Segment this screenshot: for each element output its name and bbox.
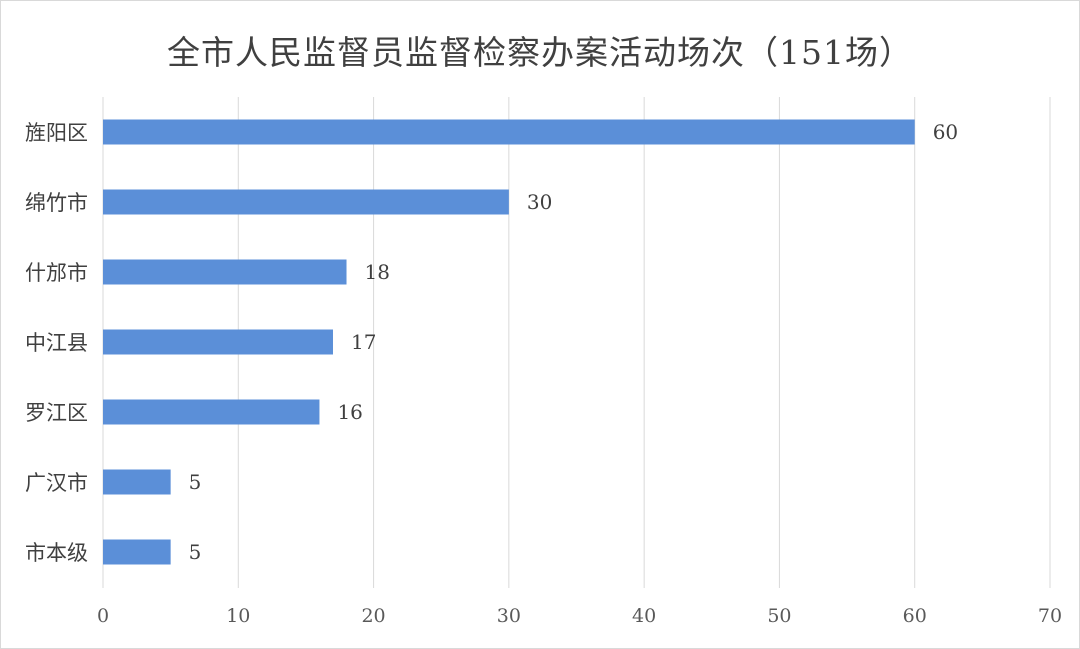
data-label: 60 bbox=[933, 120, 958, 144]
x-tick-label: 70 bbox=[1038, 605, 1062, 627]
bar-4 bbox=[103, 399, 320, 425]
x-tick-label: 30 bbox=[497, 605, 521, 627]
data-label: 17 bbox=[351, 330, 376, 354]
category-label: 什邡市 bbox=[25, 261, 88, 285]
x-tick-label: 0 bbox=[97, 605, 109, 627]
x-tick-label: 60 bbox=[903, 605, 927, 627]
category-label: 中江县 bbox=[25, 331, 88, 355]
x-tick-labels: 0 10 20 30 40 50 60 70 bbox=[97, 605, 1062, 627]
chart-title: 全市人民监督员监督检察办案活动场次（151场） bbox=[167, 33, 913, 72]
data-label: 18 bbox=[365, 260, 390, 284]
x-tick-label: 50 bbox=[767, 605, 791, 627]
bar-5 bbox=[103, 469, 171, 495]
bar-2 bbox=[103, 259, 347, 285]
data-label: 30 bbox=[527, 190, 552, 214]
gridlines bbox=[102, 97, 1051, 588]
bars bbox=[103, 119, 915, 565]
data-label: 5 bbox=[189, 470, 202, 494]
data-labels: 60 30 18 17 16 5 5 bbox=[189, 120, 959, 564]
x-tick-label: 20 bbox=[361, 605, 385, 627]
bar-1 bbox=[103, 189, 509, 215]
category-label: 旌阳区 bbox=[25, 121, 88, 145]
bar-3 bbox=[103, 329, 333, 355]
bar-0 bbox=[103, 119, 915, 145]
data-label: 5 bbox=[189, 540, 202, 564]
category-label: 市本级 bbox=[25, 541, 88, 565]
category-label: 广汉市 bbox=[25, 471, 88, 495]
data-label: 16 bbox=[337, 400, 362, 424]
bar-6 bbox=[103, 539, 171, 565]
x-tick-label: 10 bbox=[226, 605, 250, 627]
category-label: 绵竹市 bbox=[25, 191, 88, 215]
category-label: 罗江区 bbox=[25, 401, 88, 425]
x-tick-label: 40 bbox=[632, 605, 656, 627]
